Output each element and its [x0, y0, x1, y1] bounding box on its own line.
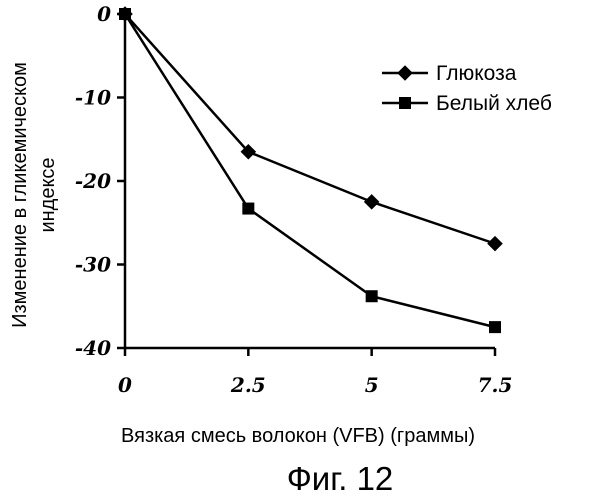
- y-tick-label: -10: [75, 86, 111, 110]
- figure-caption: Фиг. 12: [287, 460, 394, 497]
- series-line-white-bread: [125, 14, 495, 327]
- data-point-white-bread: [242, 203, 254, 215]
- y-tick-label: 0: [97, 2, 111, 26]
- data-point-glucose: [487, 236, 503, 252]
- legend-label-glucose: Глюкоза: [436, 62, 517, 85]
- x-tick-label: 5: [365, 373, 379, 397]
- legend-diamond-marker: [397, 65, 413, 81]
- y-axis-title-line1: Изменение в гликемическом: [9, 62, 31, 328]
- x-tick-label: 2.5: [230, 373, 266, 397]
- y-tick-label: -30: [75, 253, 111, 277]
- y-tick-label: -40: [75, 336, 111, 360]
- x-axis-title: Вязкая смесь волокон (VFB) (граммы): [121, 425, 475, 447]
- data-point-white-bread: [119, 8, 131, 20]
- data-point-white-bread: [366, 290, 378, 302]
- legend-label-white-bread: Белый хлеб: [436, 92, 552, 115]
- legend-square-marker: [399, 97, 411, 109]
- data-point-glucose: [364, 194, 380, 210]
- legend: Глюкоза Белый хлеб: [382, 62, 552, 115]
- x-tick-label: 7.5: [478, 373, 513, 397]
- y-axis-title-line2: индексе: [37, 157, 59, 232]
- y-tick-label: -20: [75, 169, 111, 193]
- series-line-glucose: [125, 14, 495, 244]
- data-point-white-bread: [489, 321, 501, 333]
- x-tick-label: 0: [118, 373, 132, 397]
